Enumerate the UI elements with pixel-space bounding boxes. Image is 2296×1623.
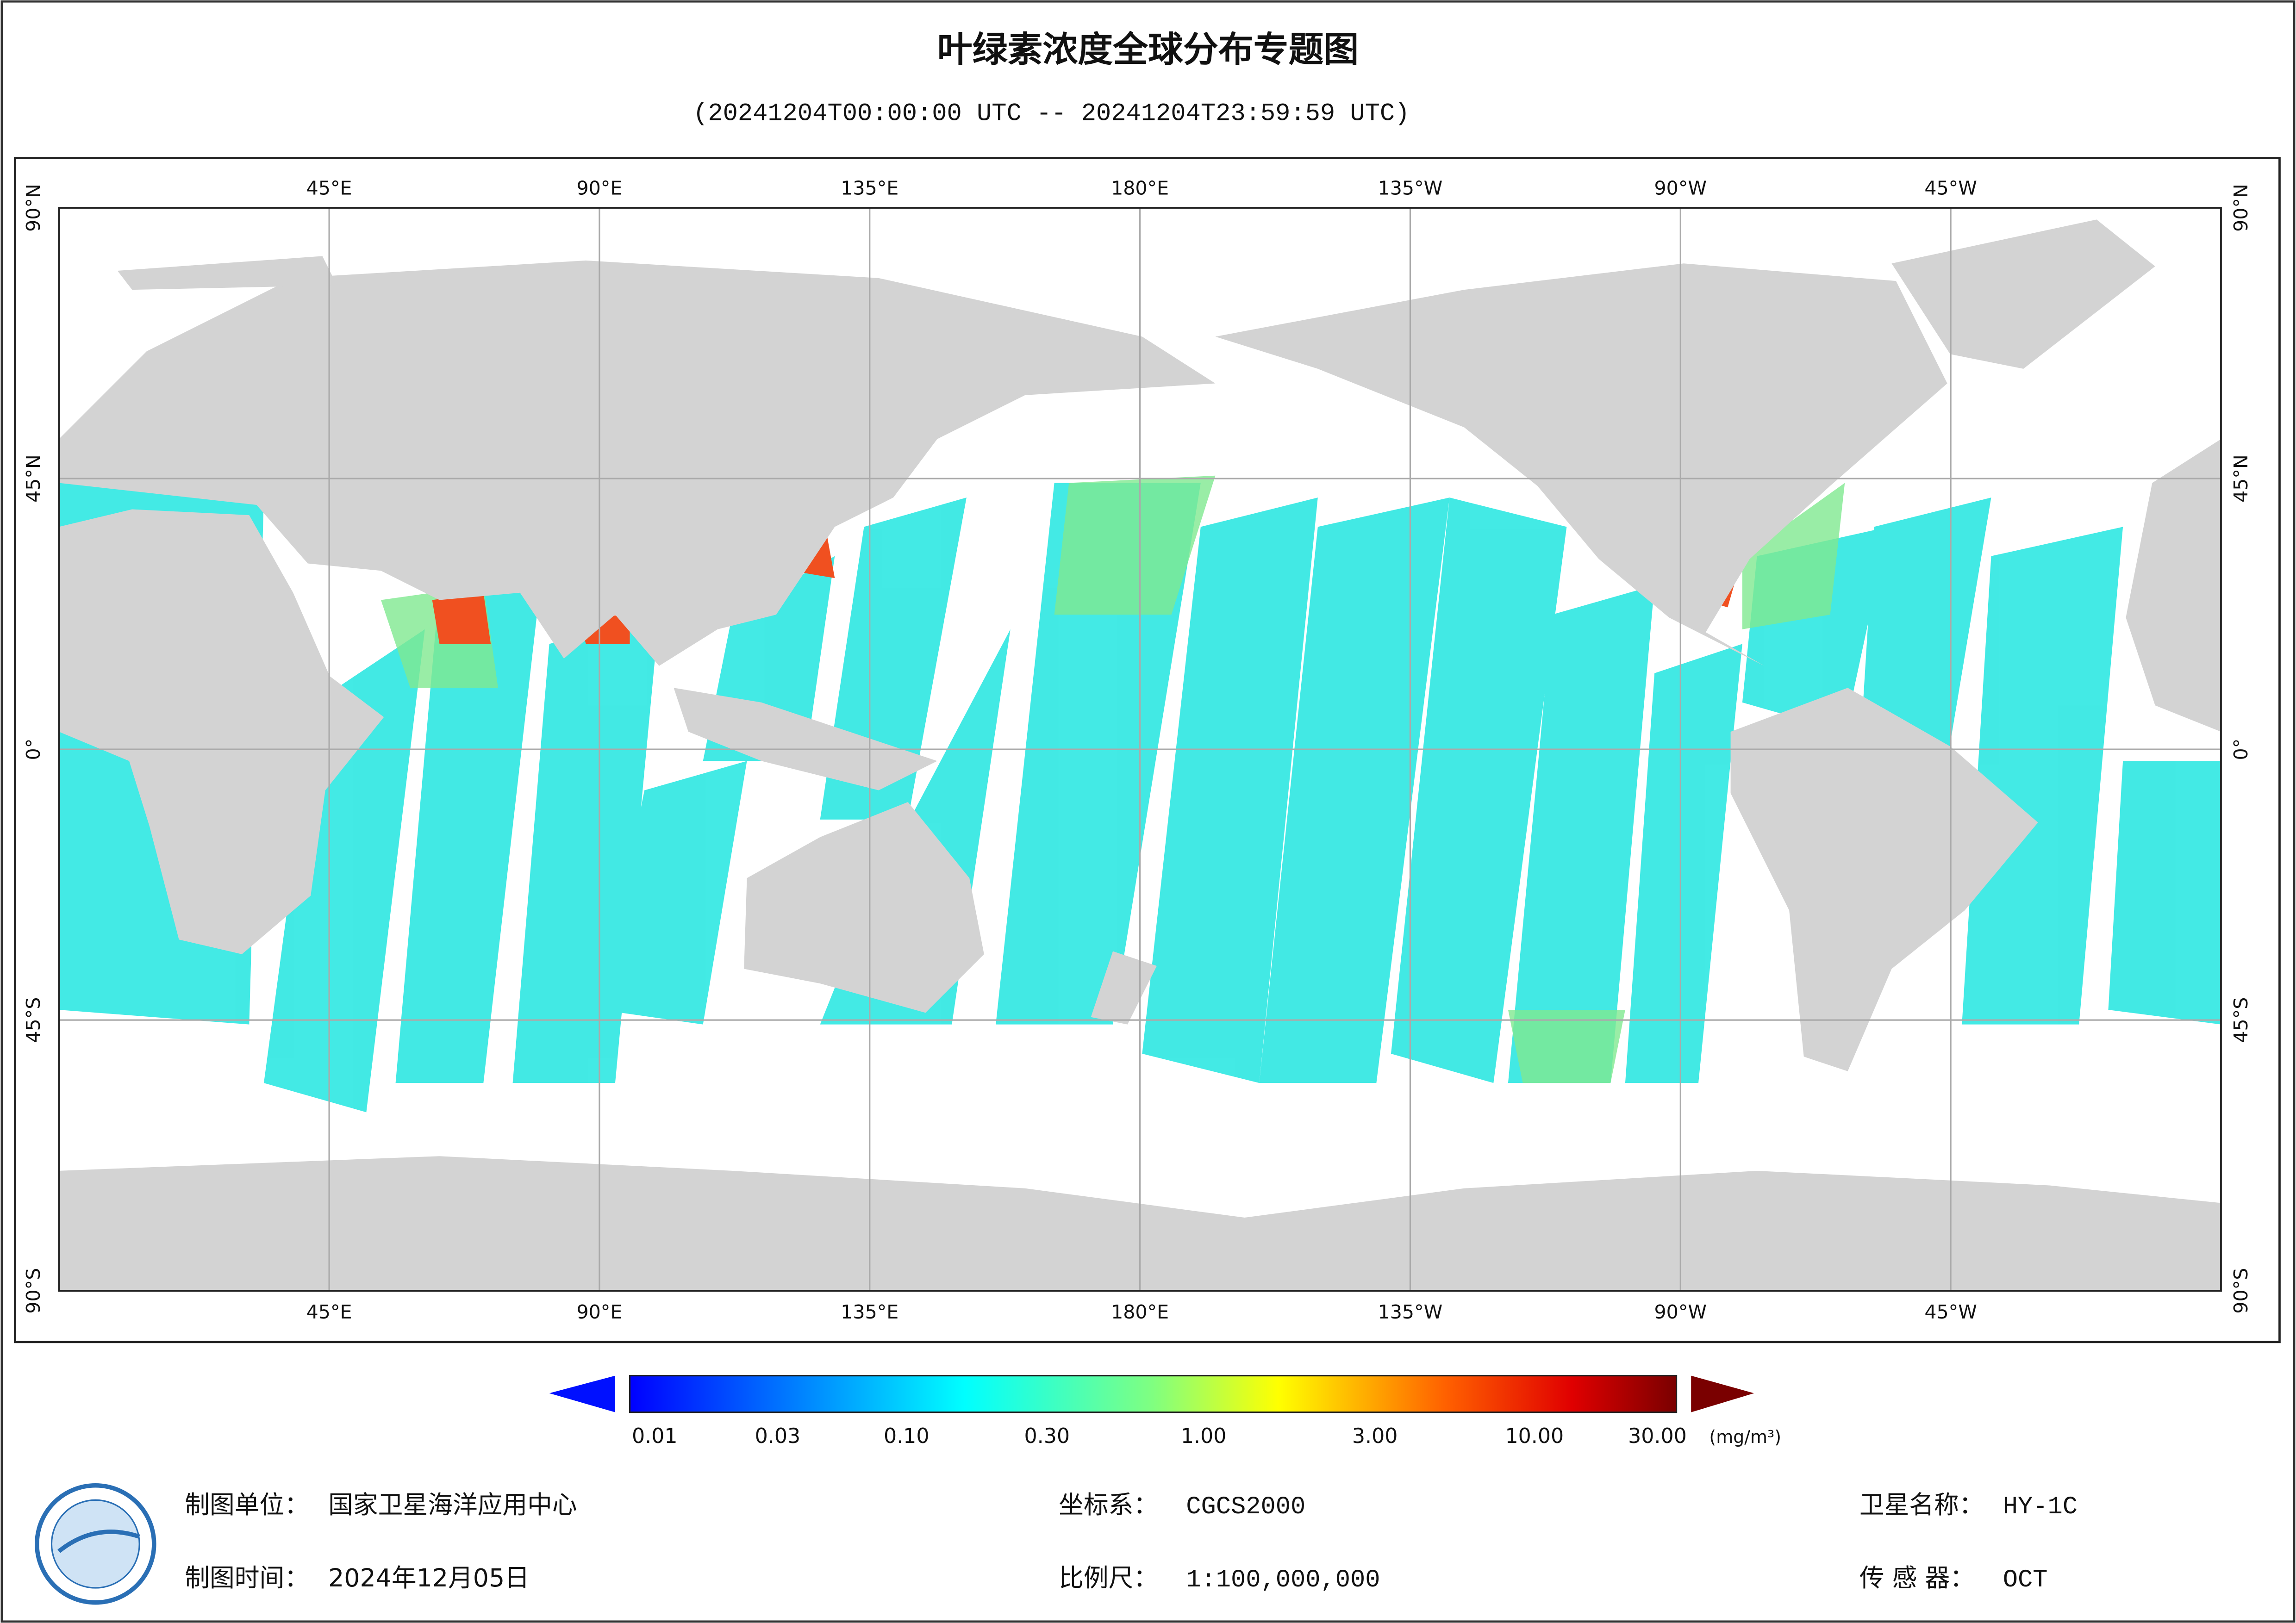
lon-label-bottom: 180°E [1111, 1301, 1169, 1323]
footer-value: OCT [2003, 1566, 2048, 1594]
lon-label-top: 135°W [1378, 177, 1443, 199]
map-border [58, 207, 2222, 1292]
lat-label-right: 90°N [2230, 184, 2252, 232]
lon-label-bottom: 135°E [841, 1301, 898, 1323]
lon-label-top: 45°E [306, 177, 352, 199]
lat-label-left: 45°S [22, 997, 44, 1043]
colorbar-tick-label: 3.00 [1352, 1424, 1398, 1448]
lon-label-top: 45°W [1924, 177, 1977, 199]
footer-label: 制图单位： [185, 1490, 309, 1519]
graticule [59, 208, 2221, 1291]
footer-value: 国家卫星海洋应用中心 [328, 1490, 577, 1519]
lon-label-bottom: 45°W [1924, 1301, 1977, 1323]
colorbar-tick-label: 0.30 [1024, 1424, 1070, 1448]
footer-value: 2024年12月05日 [328, 1563, 530, 1592]
lat-label-right: 90°S [2230, 1268, 2252, 1314]
footer-value: 1:100,000,000 [1186, 1566, 1380, 1594]
lon-label-bottom: 135°W [1378, 1301, 1443, 1323]
footer-value: HY-1C [2003, 1493, 2078, 1521]
colorbar-tick-label: 0.10 [884, 1424, 930, 1448]
lat-label-left: 90°N [22, 184, 44, 232]
map-labels: 45°E 45°E 90°E 90°E 135°E 135°E 180°E 180°E 135°… [22, 177, 2252, 1324]
colorbar-low-arrow [549, 1375, 615, 1412]
lon-label-bottom: 90°W [1654, 1301, 1707, 1323]
footer-label: 比例尺： [1059, 1563, 1158, 1592]
colorbar-tick-label: 0.01 [632, 1424, 678, 1448]
footer-value: CGCS2000 [1186, 1493, 1305, 1521]
lat-label-left: 0° [22, 739, 44, 760]
colorbar-tick-label: 1.00 [1181, 1424, 1227, 1448]
lon-label-bottom: 90°E [577, 1301, 623, 1323]
colorbar-labels: 0.01 0.03 0.10 0.30 1.00 3.00 10.00 30.00 (mg/m³… [632, 1424, 1781, 1448]
lon-label-top: 90°W [1654, 177, 1707, 199]
colorbar-tick-label: 10.00 [1505, 1424, 1564, 1448]
lon-label-bottom: 45°E [306, 1301, 352, 1323]
map-frame [14, 157, 2281, 1343]
lon-label-top: 90°E [577, 177, 623, 199]
lat-label-left: 90°S [22, 1268, 44, 1314]
footer-label: 传 感 器： [1859, 1563, 1975, 1592]
colorbar [629, 1374, 1678, 1413]
title: 叶绿素浓度全球分布专题图 [937, 29, 1359, 70]
colorbar-tick-label: 30.00 [1628, 1424, 1687, 1448]
logo [35, 1483, 156, 1605]
colorbar-tick-label: 0.03 [755, 1424, 801, 1448]
lat-label-left: 45°N [22, 454, 44, 503]
lat-label-right: 45°S [2230, 997, 2252, 1043]
footer-label: 制图时间： [185, 1563, 309, 1592]
footer-label: 坐标系： [1059, 1490, 1158, 1519]
lat-label-right: 0° [2230, 739, 2252, 760]
map [59, 208, 2221, 1291]
colorbar-unit: (mg/m³) [1709, 1427, 1781, 1447]
footer-label: 卫星名称： [1859, 1490, 1984, 1519]
subtitle: (20241204T00:00:00 UTC -- 20241204T23:59… [693, 99, 1410, 128]
lon-label-top: 180°E [1111, 177, 1169, 199]
lon-label-top: 135°E [841, 177, 898, 199]
lat-label-right: 45°N [2230, 454, 2252, 503]
colorbar-high-arrow [1691, 1375, 1754, 1412]
